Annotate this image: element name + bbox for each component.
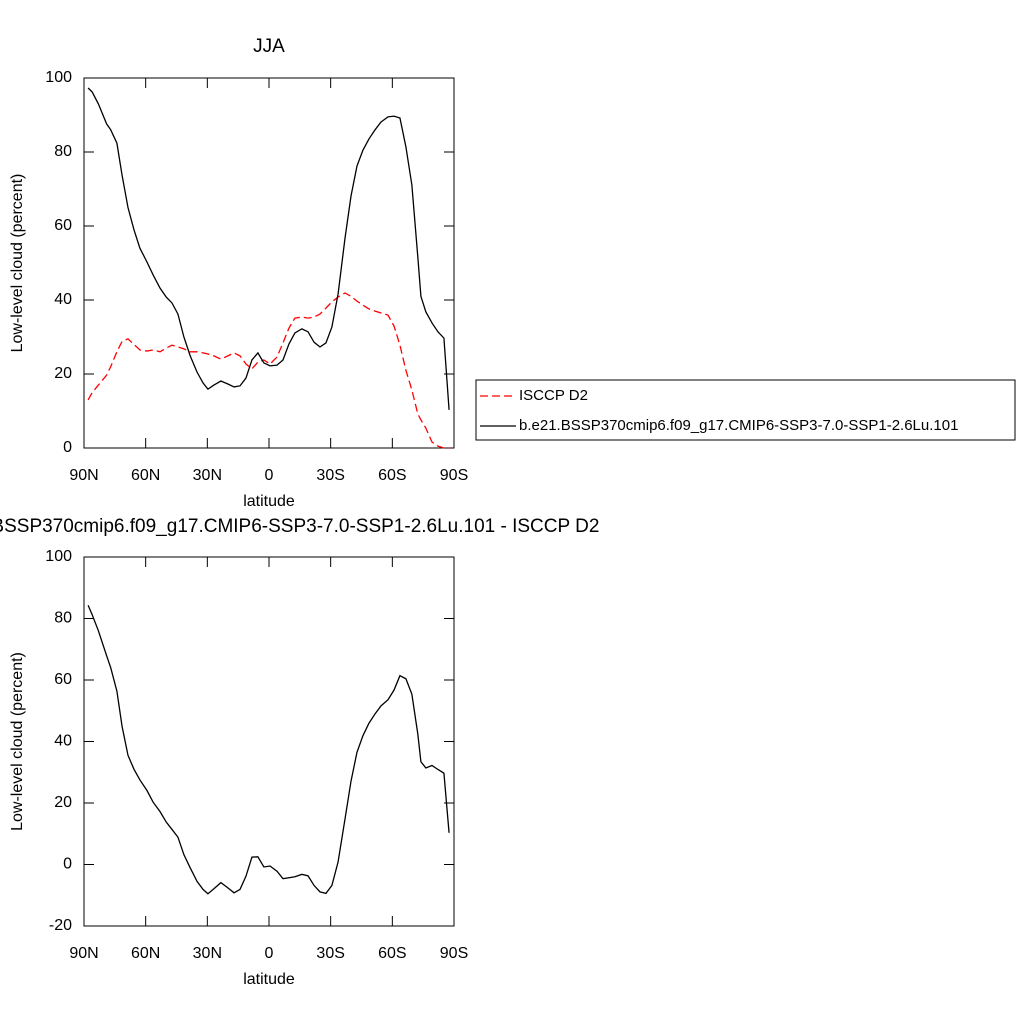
plot-frame <box>83 77 455 449</box>
x-tick-label: 30N <box>193 467 222 484</box>
y-tick-label: 100 <box>45 548 72 565</box>
y-tick-label: 80 <box>54 610 72 627</box>
x-tick-label: 30S <box>316 467 344 484</box>
y-tick-label: 0 <box>63 856 72 873</box>
x-tick-label: 0 <box>265 945 274 962</box>
x-tick-label: 90N <box>69 945 98 962</box>
y-tick-label: 40 <box>54 291 72 308</box>
x-tick-label: 0 <box>265 467 274 484</box>
x-tick-label: 60S <box>378 467 406 484</box>
data-line <box>87 87 450 410</box>
x-tick-label: 30N <box>193 945 222 962</box>
y-tick-label: 40 <box>54 733 72 750</box>
legend-label: b.e21.BSSP370cmip6.f09_g17.CMIP6-SSP3-7.… <box>519 417 958 434</box>
y-axis-label: Low-level cloud (percent) <box>9 652 26 831</box>
y-tick-label: 60 <box>54 671 72 688</box>
x-tick-label: 90N <box>69 467 98 484</box>
data-line <box>87 292 450 449</box>
y-tick-label: -20 <box>49 917 72 934</box>
x-tick-label: 90S <box>440 467 468 484</box>
y-tick-label: 20 <box>54 365 72 382</box>
y-tick-label: 60 <box>54 217 72 234</box>
x-tick-label: 90S <box>440 945 468 962</box>
legend-box <box>475 379 1016 441</box>
plot-frame <box>83 556 455 927</box>
x-axis-label: latitude <box>243 493 295 510</box>
y-tick-label: 0 <box>63 439 72 456</box>
x-tick-label: 60N <box>131 467 160 484</box>
y-tick-label: 80 <box>54 143 72 160</box>
y-tick-label: 100 <box>45 69 72 86</box>
chart-title: JJA <box>253 36 285 57</box>
data-line <box>87 605 450 895</box>
x-axis-label: latitude <box>243 971 295 988</box>
x-tick-label: 30S <box>316 945 344 962</box>
x-tick-label: 60N <box>131 945 160 962</box>
chart-title: b.e21.BSSP370cmip6.f09_g17.CMIP6-SSP3-7.… <box>0 516 599 537</box>
y-tick-label: 20 <box>54 794 72 811</box>
y-axis-label: Low-level cloud (percent) <box>9 174 26 353</box>
legend-label: ISCCP D2 <box>519 387 588 404</box>
x-tick-label: 60S <box>378 945 406 962</box>
